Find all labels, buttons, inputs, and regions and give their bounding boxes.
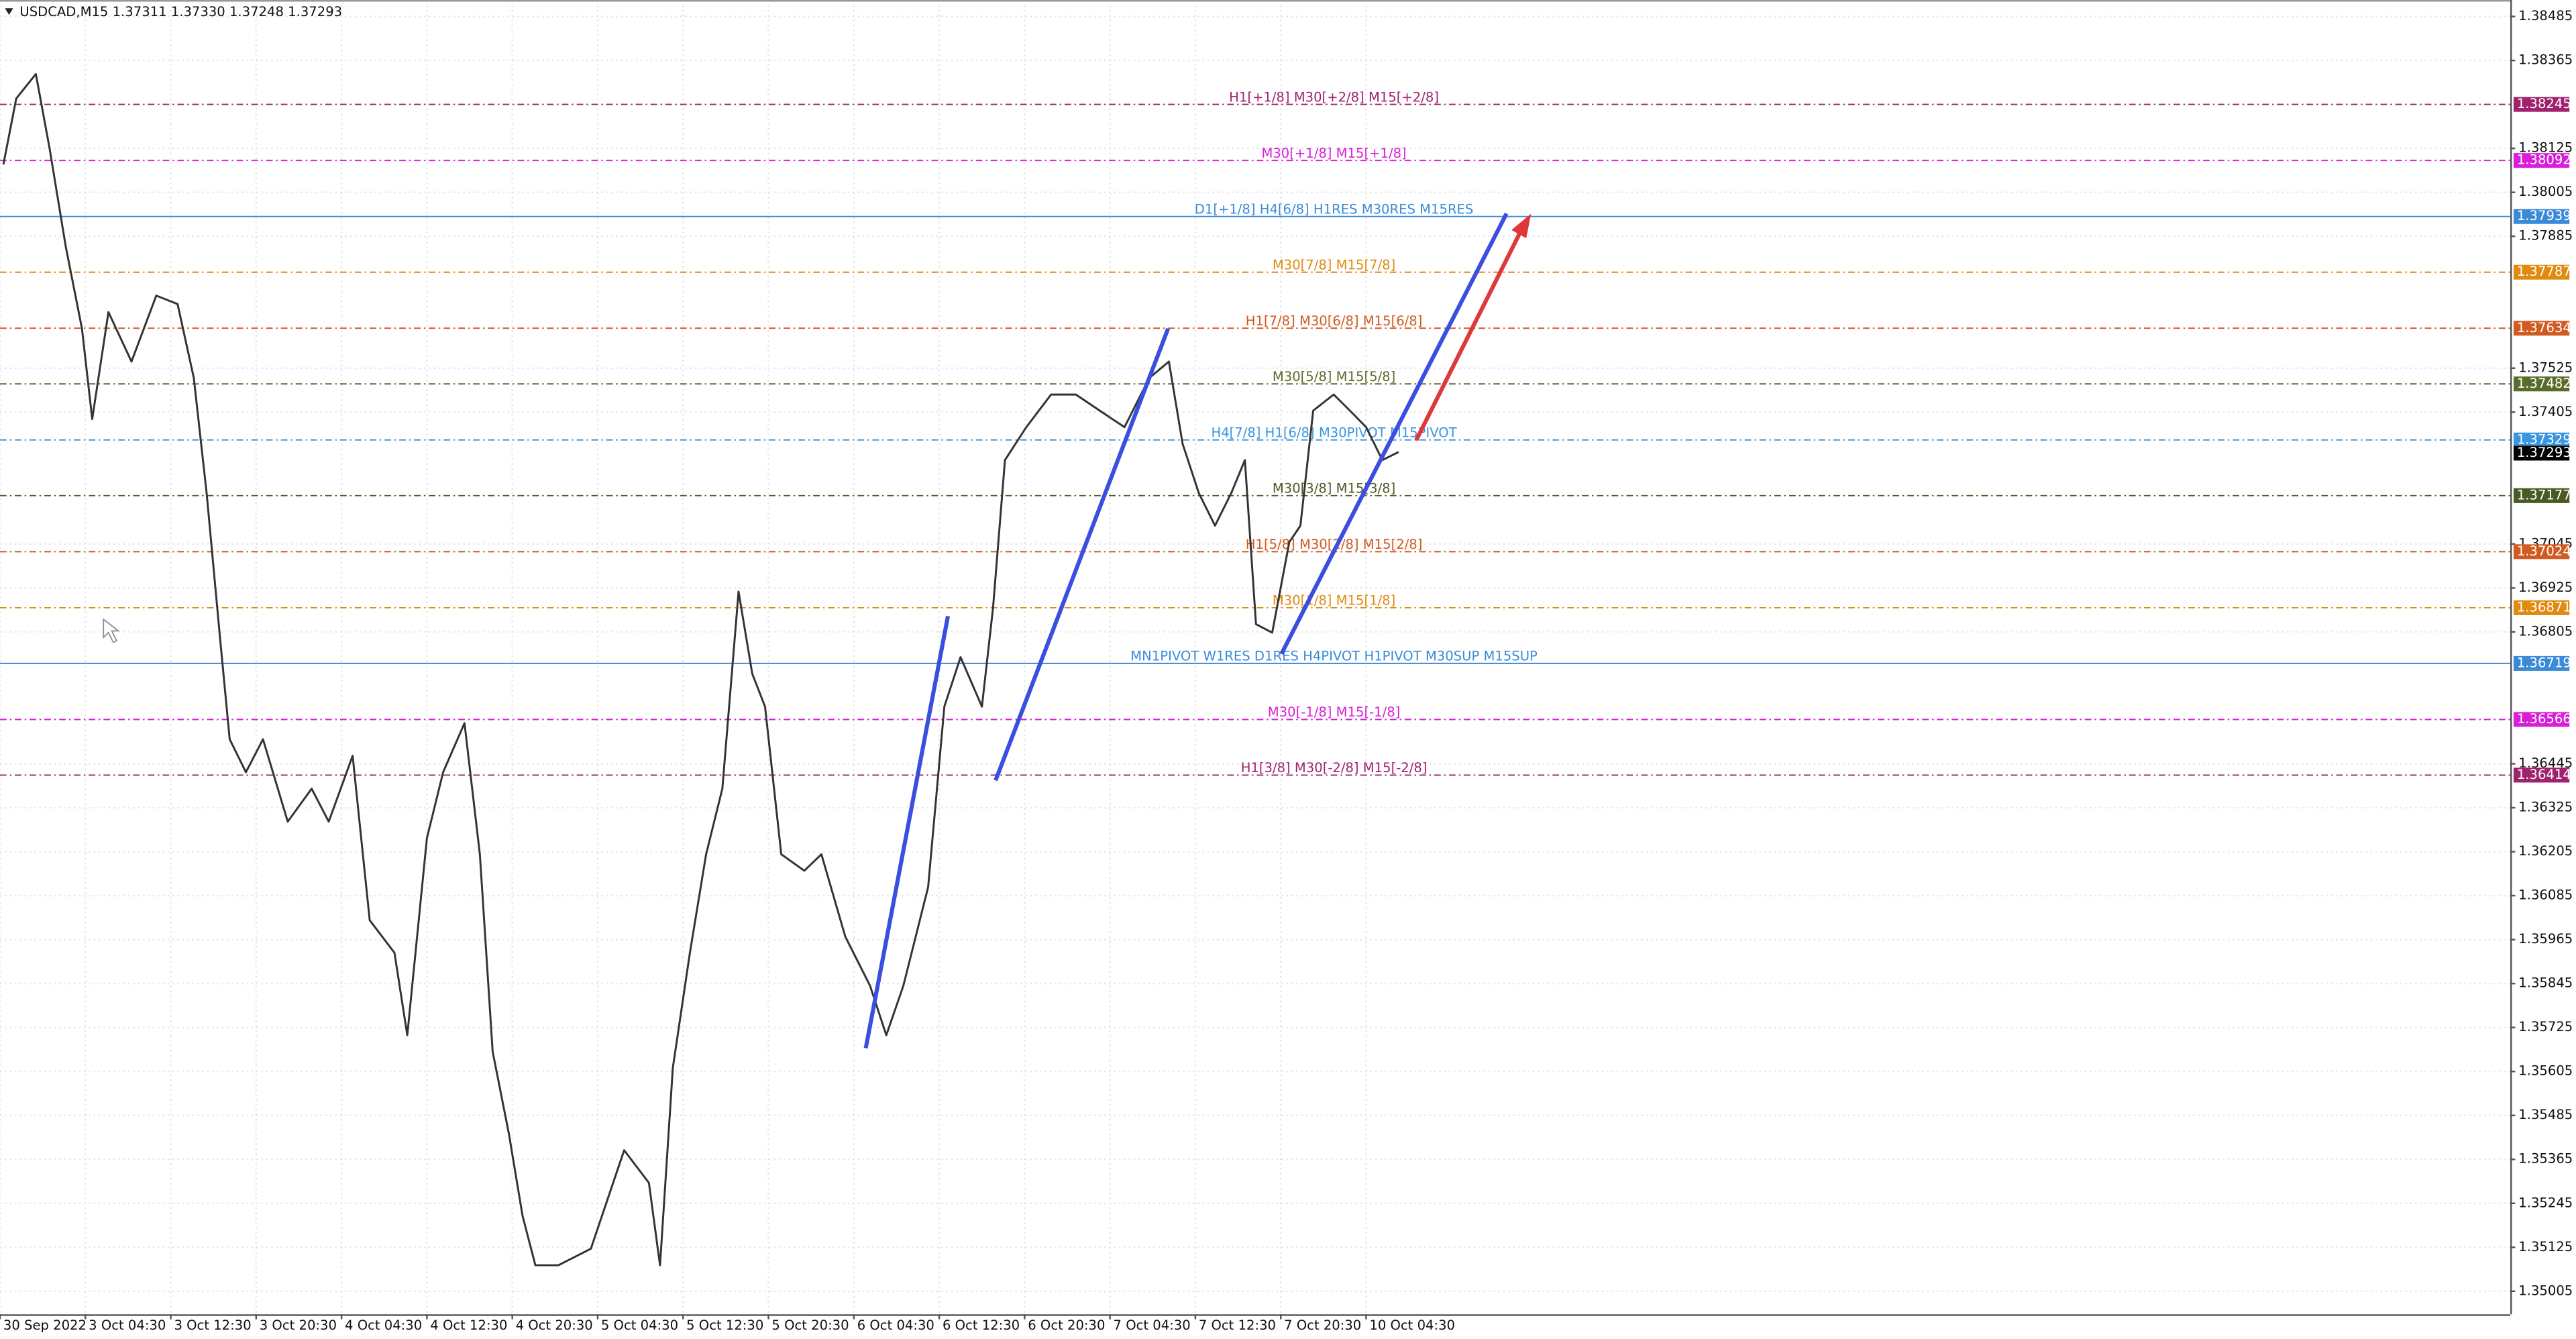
series	[2, 72, 1399, 1267]
price-badge-label: 1.37634	[2517, 320, 2571, 335]
last-price-label: 1.37293	[2517, 445, 2571, 460]
level-label: M30[7/8] M15[7/8]	[1273, 257, 1395, 272]
level-label: M30[1/8] M15[1/8]	[1273, 593, 1395, 608]
y-tick-label: 1.37405	[2518, 404, 2573, 419]
price-badge-label: 1.36566	[2517, 711, 2571, 727]
y-tick-label: 1.36085	[2518, 888, 2573, 903]
x-tick-label: 30 Sep 2022	[3, 1318, 87, 1333]
x-tick-label: 4 Oct 04:30	[345, 1318, 422, 1333]
price-badge-label: 1.37024	[2517, 543, 2571, 559]
x-tick-label: 3 Oct 12:30	[174, 1318, 251, 1333]
y-tick-label: 1.38005	[2518, 184, 2573, 199]
price-badge-label: 1.37329	[2517, 431, 2571, 447]
level-label: M30[+1/8] M15[+1/8]	[1261, 146, 1406, 161]
y-tick-label: 1.35725	[2518, 1019, 2573, 1034]
y-tick-label: 1.35485	[2518, 1107, 2573, 1122]
price-badge-label: 1.37482	[2517, 376, 2571, 391]
x-tick-label: 7 Oct 04:30	[1114, 1318, 1191, 1333]
y-tick-label: 1.35005	[2518, 1283, 2573, 1298]
arrow	[1414, 225, 1525, 441]
price-badge	[2513, 544, 2570, 559]
x-tick-label: 6 Oct 12:30	[943, 1318, 1020, 1333]
level-label: MN1PIVOT W1RES D1RES H4PIVOT H1PIVOT M30…	[1130, 649, 1538, 664]
x-tick-label: 6 Oct 20:30	[1028, 1318, 1105, 1333]
price-badge-label: 1.38092	[2517, 152, 2571, 168]
level-label: M30[5/8] M15[5/8]	[1273, 369, 1395, 384]
price-badge	[2513, 97, 2570, 112]
grid	[0, 0, 2511, 1315]
level-label: H1[7/8] M30[6/8] M15[6/8]	[1246, 313, 1423, 329]
price-badge-label: 1.37939	[2517, 208, 2571, 223]
price-line	[2, 72, 1399, 1267]
x-tick-label: 10 Oct 04:30	[1369, 1318, 1455, 1333]
price-badge	[2513, 432, 2570, 447]
price-badge	[2513, 488, 2570, 503]
level-label: H1[+1/8] M30[+2/8] M15[+2/8]	[1229, 89, 1439, 105]
level-label: M30[-1/8] M15[-1/8]	[1268, 704, 1401, 720]
x-tick-label: 5 Oct 20:30	[771, 1318, 849, 1333]
y-tick-label: 1.36805	[2518, 623, 2573, 639]
axes: 1.38485 1.38365 1.38125 1.38005 1.37885 1.375…	[0, 8, 2573, 1333]
x-tick-label: 6 Oct 04:30	[857, 1318, 934, 1333]
price-badge-label: 1.36719	[2517, 655, 2571, 670]
y-tick-label: 1.36445	[2518, 755, 2573, 771]
y-tick-label: 1.37525	[2518, 360, 2573, 375]
price-badge	[2513, 264, 2570, 280]
y-tick-label: 1.38365	[2518, 52, 2573, 68]
y-tick-label: 1.35245	[2518, 1195, 2573, 1210]
trend-line	[1279, 213, 1509, 655]
menu-arrow[interactable]	[5, 8, 13, 15]
price-badge	[2513, 712, 2570, 727]
x-tick-label: 5 Oct 04:30	[601, 1318, 678, 1333]
y-tick-label: 1.35365	[2518, 1151, 2573, 1167]
y-tick-label: 1.37885	[2518, 228, 2573, 244]
level-label: H1[3/8] M30[-2/8] M15[-2/8]	[1241, 760, 1428, 775]
mouse-cursor	[103, 618, 120, 643]
arrow-head	[1511, 213, 1532, 239]
level-label: D1[+1/8] H4[6/8] H1RES M30RES M15RES	[1195, 201, 1474, 217]
y-tick-label: 1.38125	[2518, 140, 2573, 156]
y-tick-label: 1.38485	[2518, 8, 2573, 23]
price-badge-label: 1.37177	[2517, 487, 2571, 502]
y-tick-label: 1.35125	[2518, 1239, 2573, 1254]
price-badge-label: 1.38245	[2517, 96, 2571, 111]
price-badge	[2513, 321, 2570, 336]
y-tick-label: 1.35605	[2518, 1063, 2573, 1079]
y-tick-label: 1.36325	[2518, 800, 2573, 815]
price-badge-label: 1.37787	[2517, 264, 2571, 279]
x-tick-label: 4 Oct 12:30	[430, 1318, 507, 1333]
trend-line	[863, 615, 951, 1049]
price-badge-label: 1.36871	[2517, 599, 2571, 614]
x-tick-label: 5 Oct 12:30	[686, 1318, 763, 1333]
level-label: M30[3/8] M15[3/8]	[1273, 481, 1395, 496]
price-badge	[2513, 600, 2570, 615]
y-tick-label: 1.36205	[2518, 843, 2573, 859]
x-tick-label: 7 Oct 12:30	[1199, 1318, 1276, 1333]
chart-title: USDCAD,M15 1.37311 1.37330 1.37248 1.372…	[19, 4, 342, 19]
y-tick-label: 1.35965	[2518, 931, 2573, 947]
x-tick-label: 4 Oct 20:30	[516, 1318, 593, 1333]
x-tick-label: 7 Oct 20:30	[1284, 1318, 1361, 1333]
y-tick-label: 1.36925	[2518, 580, 2573, 595]
x-tick-label: 3 Oct 20:30	[260, 1318, 337, 1333]
price-badge-label: 1.36414	[2517, 767, 2571, 782]
price-badge	[2513, 767, 2570, 783]
price-badge	[2513, 655, 2570, 671]
price-badge	[2513, 153, 2570, 168]
y-tick-label: 1.35845	[2518, 975, 2573, 991]
price-badge	[2513, 376, 2570, 392]
last-price-badge	[2513, 445, 2570, 461]
price-badge	[2513, 209, 2570, 224]
x-tick-label: 3 Oct 04:30	[89, 1318, 166, 1333]
trend-line	[994, 327, 1171, 782]
